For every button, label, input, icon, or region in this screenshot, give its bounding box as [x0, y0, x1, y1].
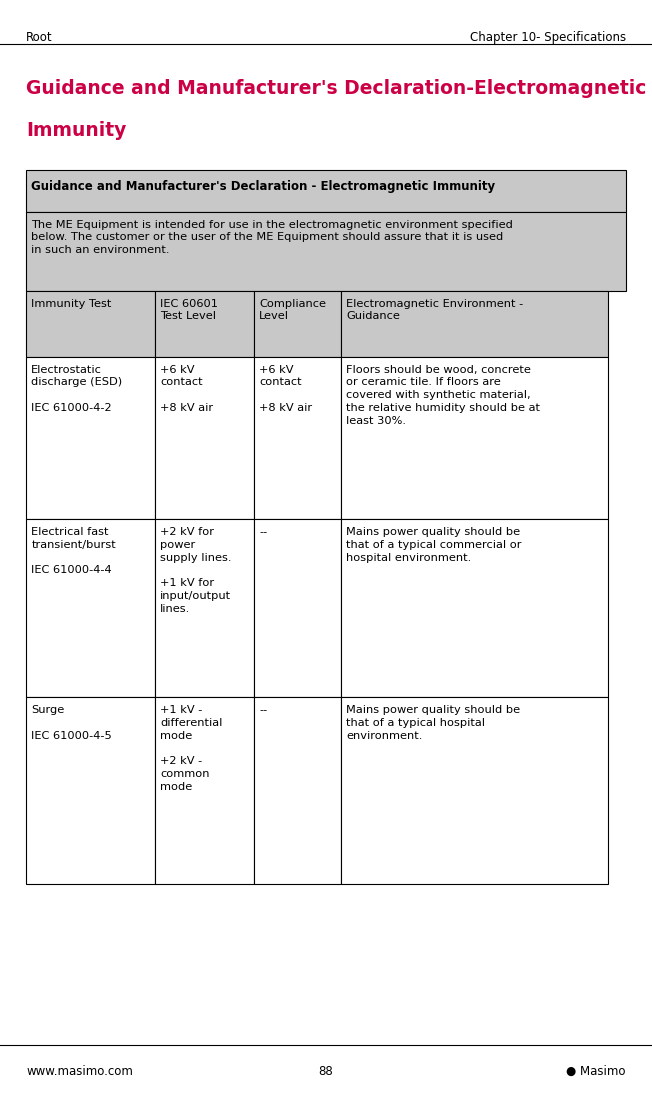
Bar [254, 697, 341, 884]
Text: Root: Root [26, 31, 53, 44]
Text: ● Masimo: ● Masimo [567, 1065, 626, 1078]
Text: www.masimo.com: www.masimo.com [26, 1065, 133, 1078]
Text: +6 kV
contact

+8 kV air: +6 kV contact +8 kV air [160, 365, 213, 413]
Bar [341, 519, 608, 697]
Text: Surge

IEC 61000-4-5: Surge IEC 61000-4-5 [31, 705, 112, 740]
Bar [26, 212, 626, 291]
Bar [26, 357, 155, 519]
Bar [155, 357, 254, 519]
Text: Electrostatic
discharge (ESD)

IEC 61000-4-2: Electrostatic discharge (ESD) IEC 61000-… [31, 365, 123, 413]
Bar [26, 697, 155, 884]
Bar [341, 291, 608, 357]
Text: Guidance and Manufacturer's Declaration-Electromagnetic: Guidance and Manufacturer's Declaration-… [26, 79, 646, 98]
Text: Immunity: Immunity [26, 121, 126, 139]
Bar [341, 697, 608, 884]
Bar [26, 519, 155, 697]
Text: Electrical fast
transient/burst

IEC 61000-4-4: Electrical fast transient/burst IEC 6100… [31, 527, 116, 575]
Text: --: -- [259, 705, 267, 715]
Bar [26, 170, 626, 212]
Text: Mains power quality should be
that of a typical hospital
environment.: Mains power quality should be that of a … [346, 705, 520, 740]
Text: +1 kV -
differential
mode

+2 kV -
common
mode: +1 kV - differential mode +2 kV - common… [160, 705, 222, 792]
Text: Compliance
Level: Compliance Level [259, 299, 326, 322]
Text: Mains power quality should be
that of a typical commercial or
hospital environme: Mains power quality should be that of a … [346, 527, 522, 562]
Bar [26, 291, 155, 357]
Text: Floors should be wood, concrete
or ceramic tile. If floors are
covered with synt: Floors should be wood, concrete or ceram… [346, 365, 541, 426]
Text: Guidance and Manufacturer's Declaration - Electromagnetic Immunity: Guidance and Manufacturer's Declaration … [31, 180, 496, 193]
Text: The ME Equipment is intended for use in the electromagnetic environment specifie: The ME Equipment is intended for use in … [31, 220, 513, 255]
Bar [254, 291, 341, 357]
Bar [155, 697, 254, 884]
Text: Chapter 10- Specifications: Chapter 10- Specifications [470, 31, 626, 44]
Bar [155, 291, 254, 357]
Bar [155, 519, 254, 697]
Text: 88: 88 [319, 1065, 333, 1078]
Bar [254, 357, 341, 519]
Text: IEC 60601
Test Level: IEC 60601 Test Level [160, 299, 218, 322]
Bar [341, 357, 608, 519]
Text: Immunity Test: Immunity Test [31, 299, 111, 309]
Text: --: -- [259, 527, 267, 537]
Text: Electromagnetic Environment -
Guidance: Electromagnetic Environment - Guidance [346, 299, 524, 322]
Bar [254, 519, 341, 697]
Text: +2 kV for
power
supply lines.

+1 kV for
input/output
lines.: +2 kV for power supply lines. +1 kV for … [160, 527, 231, 614]
Text: +6 kV
contact

+8 kV air: +6 kV contact +8 kV air [259, 365, 312, 413]
